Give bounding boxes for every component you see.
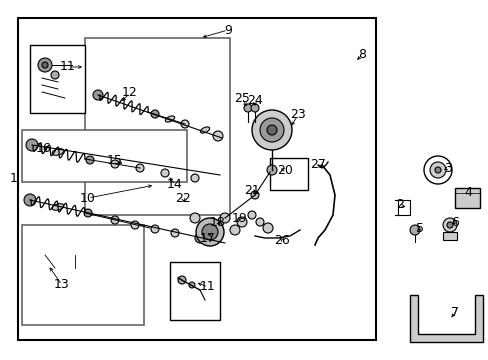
Circle shape — [171, 229, 179, 237]
Text: 11: 11 — [60, 60, 76, 73]
Circle shape — [250, 104, 259, 112]
Circle shape — [251, 110, 291, 150]
Text: 16: 16 — [36, 141, 52, 154]
Text: 3: 3 — [443, 162, 451, 175]
Circle shape — [429, 162, 445, 178]
Circle shape — [434, 167, 440, 173]
Circle shape — [38, 58, 52, 72]
Text: 11: 11 — [200, 280, 215, 293]
Bar — [30, 45, 85, 113]
Bar — [22, 130, 186, 182]
Text: 1: 1 — [10, 171, 18, 184]
Circle shape — [409, 225, 419, 235]
Circle shape — [131, 221, 139, 229]
Circle shape — [111, 216, 119, 224]
Circle shape — [181, 120, 189, 128]
Text: 10: 10 — [80, 192, 96, 204]
Text: 23: 23 — [289, 108, 305, 122]
Circle shape — [244, 104, 251, 112]
Circle shape — [111, 160, 119, 168]
Circle shape — [260, 118, 284, 142]
Text: 9: 9 — [224, 23, 231, 36]
Circle shape — [191, 174, 199, 182]
Circle shape — [26, 139, 38, 151]
Circle shape — [442, 218, 456, 232]
Text: 8: 8 — [357, 49, 365, 62]
Circle shape — [151, 225, 159, 233]
Text: 7: 7 — [450, 306, 458, 319]
Text: 21: 21 — [244, 184, 259, 197]
Circle shape — [446, 222, 452, 228]
Ellipse shape — [52, 204, 64, 210]
Bar — [454, 188, 479, 208]
Circle shape — [229, 225, 240, 235]
Text: 6: 6 — [450, 216, 458, 229]
Circle shape — [266, 165, 276, 175]
Polygon shape — [232, 38, 374, 250]
Circle shape — [86, 156, 94, 164]
Text: 14: 14 — [167, 179, 183, 192]
Text: 18: 18 — [210, 216, 225, 229]
Text: 17: 17 — [200, 231, 216, 244]
Circle shape — [189, 282, 195, 288]
Circle shape — [136, 164, 143, 172]
Bar — [18, 18, 375, 340]
Ellipse shape — [165, 116, 174, 122]
Circle shape — [24, 194, 36, 206]
Text: 2: 2 — [395, 198, 403, 211]
Bar — [269, 158, 307, 190]
Polygon shape — [409, 295, 482, 342]
Circle shape — [237, 217, 246, 227]
Bar — [442, 232, 456, 240]
Ellipse shape — [52, 149, 64, 155]
Text: 12: 12 — [122, 86, 138, 99]
Text: 25: 25 — [234, 91, 249, 104]
Text: 27: 27 — [309, 158, 325, 171]
Circle shape — [151, 110, 159, 118]
Circle shape — [213, 131, 223, 141]
Circle shape — [220, 213, 229, 223]
Bar — [170, 262, 220, 320]
Circle shape — [250, 191, 259, 199]
Circle shape — [178, 276, 185, 284]
Bar — [22, 225, 143, 325]
Circle shape — [256, 218, 264, 226]
Circle shape — [51, 71, 59, 79]
Circle shape — [196, 218, 224, 246]
Circle shape — [202, 224, 218, 240]
Circle shape — [195, 233, 204, 243]
Text: 22: 22 — [175, 192, 190, 204]
Text: 15: 15 — [107, 153, 122, 166]
Circle shape — [190, 213, 200, 223]
Circle shape — [93, 90, 103, 100]
Bar — [85, 38, 229, 215]
Circle shape — [42, 62, 48, 68]
Circle shape — [84, 209, 92, 217]
Text: 24: 24 — [246, 94, 263, 107]
Text: 5: 5 — [415, 221, 423, 234]
Circle shape — [161, 169, 169, 177]
Text: 13: 13 — [54, 279, 70, 292]
Ellipse shape — [200, 127, 209, 133]
Circle shape — [247, 211, 256, 219]
Text: 20: 20 — [277, 163, 292, 176]
Circle shape — [266, 125, 276, 135]
Text: 4: 4 — [463, 185, 471, 198]
Circle shape — [263, 223, 272, 233]
Text: 19: 19 — [232, 211, 247, 225]
Text: 26: 26 — [274, 234, 289, 247]
